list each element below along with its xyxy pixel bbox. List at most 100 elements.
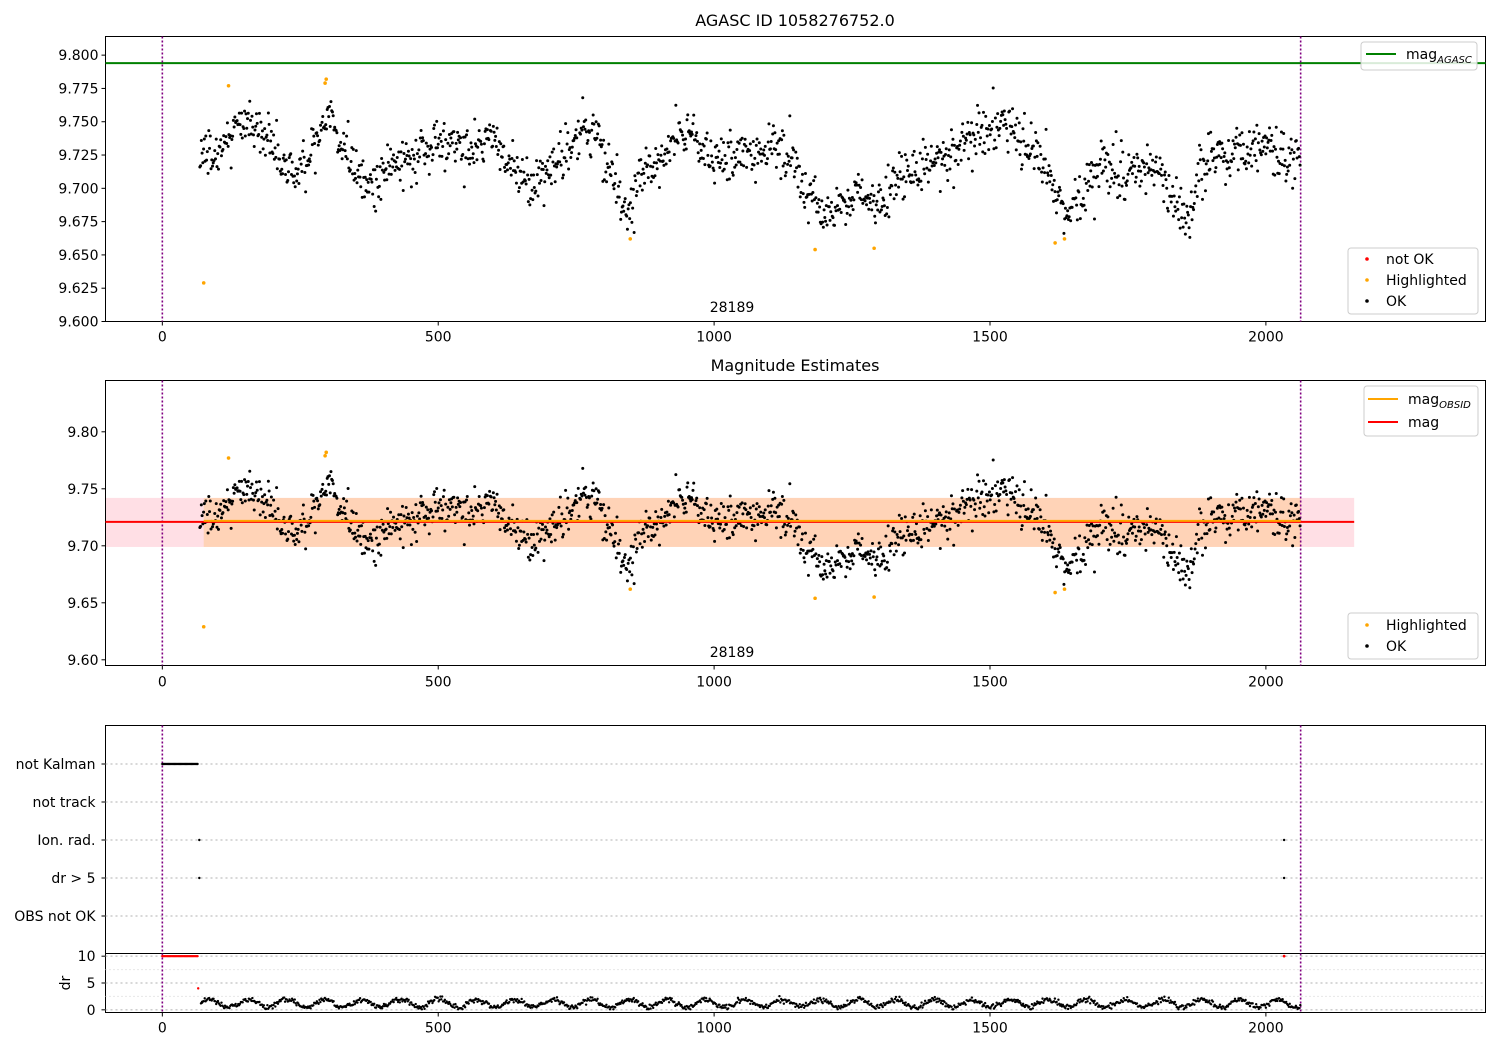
dr-point: [456, 1005, 459, 1009]
ok-point: [874, 558, 878, 562]
ok-point: [275, 167, 279, 171]
dr-point: [1264, 1006, 1268, 1009]
ok-point: [1139, 169, 1143, 173]
ok-point: [795, 166, 799, 170]
dr-point: [519, 1000, 522, 1004]
ok-point: [1273, 510, 1277, 514]
ok-point: [1193, 547, 1197, 551]
ok-point: [592, 122, 596, 126]
ok-point: [1190, 218, 1194, 222]
ok-point: [1209, 130, 1213, 134]
ok-point: [1267, 503, 1271, 507]
ok-point: [725, 522, 728, 526]
ok-point: [990, 487, 994, 491]
ok-point: [213, 149, 217, 153]
dr-point: [1030, 1002, 1034, 1006]
dr-point: [983, 1004, 986, 1007]
ok-point: [905, 158, 909, 162]
ok-point: [744, 508, 748, 512]
ok-point: [588, 153, 592, 157]
ok-point: [1230, 152, 1234, 156]
ok-point: [544, 531, 548, 535]
ok-point: [1054, 211, 1058, 215]
ok-point: [1019, 140, 1023, 144]
dr-point: [414, 1002, 417, 1006]
ok-point: [1111, 143, 1115, 147]
ok-point: [383, 537, 387, 541]
dr-point: [475, 998, 478, 1001]
ok-point: [1212, 147, 1216, 151]
dr-point: [1004, 1000, 1007, 1003]
dr-point: [944, 1005, 947, 1008]
ok-point: [1057, 543, 1061, 547]
ok-point: [1038, 508, 1042, 512]
ok-point: [1291, 186, 1295, 190]
dr-point: [214, 1002, 218, 1006]
ok-point: [319, 123, 323, 127]
ok-point: [934, 161, 938, 165]
dr-point: [410, 1001, 413, 1004]
ok-point: [430, 509, 434, 513]
dr-point: [923, 999, 927, 1003]
ok-point: [810, 555, 814, 559]
ok-point: [1074, 552, 1078, 556]
ok-point: [787, 159, 791, 163]
ok-point: [879, 545, 883, 549]
ok-point: [500, 155, 504, 159]
dr-point: [878, 1006, 881, 1010]
ok-point: [734, 524, 738, 528]
dr-point: [356, 1001, 359, 1004]
ok-point: [1098, 157, 1102, 161]
ok-point: [1142, 526, 1146, 530]
ok-point: [990, 119, 994, 123]
ok-point: [633, 174, 637, 178]
dr-point: [1232, 999, 1236, 1003]
ok-point: [954, 158, 958, 162]
ok-point: [214, 502, 218, 506]
ok-point: [479, 142, 483, 146]
ok-point: [254, 124, 258, 128]
dr-point: [317, 1002, 320, 1006]
ok-point: [485, 494, 489, 498]
ok-point: [1008, 478, 1012, 482]
ok-point: [465, 498, 469, 502]
ok-point: [211, 525, 215, 529]
ok-point: [898, 530, 902, 534]
ok-point: [1247, 495, 1251, 499]
ok-point: [1112, 181, 1116, 185]
ok-point: [216, 527, 220, 531]
ok-point: [829, 564, 833, 568]
ok-point: [860, 178, 864, 182]
ok-point: [1192, 562, 1196, 566]
ok-point: [532, 186, 536, 190]
ok-point: [1075, 203, 1079, 207]
ok-point: [296, 527, 300, 531]
ok-point: [901, 553, 905, 557]
ok-point: [231, 499, 235, 503]
ok-point: [759, 147, 763, 151]
ok-point: [1015, 484, 1019, 488]
ok-point: [912, 512, 916, 516]
ok-point: [539, 537, 543, 541]
ok-point: [821, 225, 825, 229]
ok-point: [1282, 497, 1286, 501]
ok-point: [1232, 157, 1236, 161]
ok-point: [1221, 160, 1225, 164]
ok-point: [1070, 560, 1074, 564]
ok-point: [651, 525, 655, 529]
ok-point: [307, 157, 311, 161]
ok-point: [248, 99, 252, 103]
ok-point: [1275, 155, 1279, 159]
ok-point: [759, 510, 763, 514]
ok-point: [1278, 523, 1282, 527]
ok-point: [1184, 573, 1188, 577]
ok-point: [284, 158, 288, 162]
ok-point: [1244, 527, 1248, 531]
ok-point: [806, 221, 810, 225]
ok-point: [1104, 526, 1108, 530]
ok-point: [393, 168, 397, 172]
ok-point: [329, 100, 333, 104]
ok-point: [456, 130, 460, 134]
ok-point: [1029, 488, 1033, 492]
